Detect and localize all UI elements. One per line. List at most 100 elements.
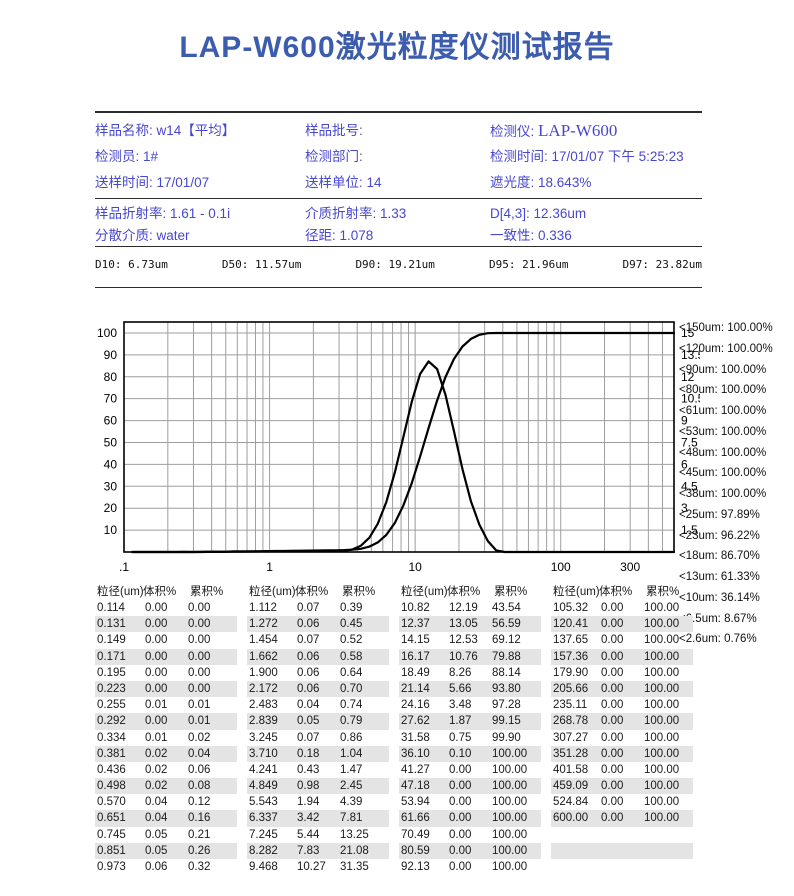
divider-top [95, 111, 702, 113]
info-field: 送样单位: 14 [305, 170, 490, 196]
divider-bottom [95, 287, 702, 288]
info-value: 1.61 - 0.1i [170, 206, 231, 221]
info-label: 送样时间: [95, 175, 153, 190]
cell-volume: 0.00 [145, 618, 168, 631]
summary-item: <18um: 86.70% [679, 550, 760, 563]
cell-size: 1.272 [249, 618, 278, 631]
cell-volume: 0.07 [297, 731, 320, 744]
summary-item: <90um: 100.00% [679, 363, 767, 376]
table-row: 7.245 5.44 13.25 [247, 827, 389, 843]
cell-size: 21.14 [401, 682, 430, 695]
cell-cumulative: 0.26 [188, 844, 211, 857]
info-label: 样品批号: [305, 123, 363, 138]
cell-size: 0.381 [97, 747, 126, 760]
cell-size: 137.65 [553, 634, 589, 647]
table-header-row: 粒径(um) 体积% 累积% [95, 584, 237, 600]
table-row: 27.62 1.87 99.15 [399, 713, 541, 730]
cell-size: 401.58 [553, 763, 589, 776]
cell-volume: 0.10 [449, 747, 472, 760]
d-value: D90: 19.21um [355, 258, 435, 271]
info-field: 检测时间: 17/01/07 下午 5:25:23 [490, 144, 702, 170]
cell-cumulative: 100.00 [492, 844, 528, 857]
info-label: 检测时间: [490, 149, 548, 164]
cell-size [551, 827, 601, 843]
table-row: 137.65 0.00 100.00 [551, 632, 693, 648]
cell-cumulative: 0.00 [188, 602, 211, 614]
cell-volume: 10.27 [297, 861, 326, 873]
cell-size: 307.27 [553, 731, 589, 744]
cell-cumulative: 0.01 [188, 715, 211, 728]
table-row: 0.255 0.01 0.01 [95, 697, 237, 713]
cell-size: 0.570 [97, 796, 126, 809]
cell-size: 2.483 [249, 699, 278, 712]
x-axis-tick: 300 [620, 560, 640, 574]
table-row: 205.66 0.00 100.00 [551, 680, 693, 698]
cell-volume: 0.00 [449, 763, 472, 776]
table-rows: 10.82 12.19 43.54 12.37 13.05 56.59 14.15 12.53… [399, 600, 541, 875]
cell-cumulative: 56.59 [492, 618, 521, 631]
right-axis-tick: 10.5 [681, 392, 700, 406]
summary-item: <23um: 96.22% [679, 529, 760, 542]
table-row: 47.18 0.00 100.00 [399, 778, 541, 795]
cell-volume: 7.83 [297, 844, 320, 857]
particle-distribution-chart: 10 20 30 40 50 60 70 80 90 100 1.5 3 4.5 6 7.5 9 10.5 12 1… [97, 321, 700, 574]
cell-size: 0.195 [97, 666, 126, 679]
info-field: D[4,3]: 12.36um [490, 203, 702, 225]
cell-volume: 10.76 [449, 650, 478, 663]
left-axis-tick: 100 [97, 326, 117, 340]
cell-volume: 0.00 [449, 861, 472, 873]
summary-item: <48um: 100.00% [679, 446, 767, 459]
info-field: 样品折射率: 1.61 - 0.1i [95, 203, 305, 225]
cell-volume: 0.00 [601, 715, 624, 728]
table-group: 粒径(um) 体积% 累积% 0.114 0.00 0.00 0.131 0.00 0.00 0.… [95, 584, 237, 875]
cell-volume: 3.42 [297, 812, 320, 825]
cell-cumulative: 100.00 [644, 731, 680, 744]
info-field: 检测员: 1# [95, 144, 305, 170]
cell-size: 9.468 [249, 861, 278, 873]
cell-size: 1.112 [249, 602, 277, 614]
table-row: 0.570 0.04 0.12 [95, 794, 237, 810]
table-header-cumulative: 累积% [190, 586, 224, 598]
info-value: LAP-W600 [538, 121, 618, 140]
cell-cumulative: 100.00 [492, 763, 528, 776]
cell-cumulative: 0.02 [188, 731, 211, 744]
cell-size: 235.11 [553, 699, 588, 712]
cell-cumulative: 4.39 [340, 796, 363, 809]
info-value: water [156, 228, 190, 243]
table-row: 120.41 0.00 100.00 [551, 616, 693, 633]
cell-size: 4.241 [249, 763, 278, 776]
cell-volume: 0.00 [145, 602, 168, 614]
cell-cumulative: 0.32 [188, 861, 211, 873]
info-label: 检测仪: [490, 124, 535, 139]
table-row: 31.58 0.75 99.90 [399, 730, 541, 746]
cell-volume: 1.94 [297, 796, 320, 809]
cell-volume: 0.75 [449, 731, 472, 744]
right-axis-tick: 7.5 [681, 435, 698, 449]
table-row: 157.36 0.00 100.00 [551, 648, 693, 665]
summary-item: <13um: 61.33% [679, 571, 760, 583]
info-value: 1.33 [380, 206, 407, 221]
cell-cumulative: 0.64 [340, 666, 363, 679]
table-row: 3.710 0.18 1.04 [247, 745, 389, 762]
table-row: 2.839 0.05 0.79 [247, 713, 389, 730]
info-label: 样品名称: [95, 123, 153, 138]
table-row: 4.849 0.98 2.45 [247, 778, 389, 795]
cell-volume: 0.43 [297, 763, 320, 776]
cell-cumulative: 0.01 [188, 699, 211, 712]
cell-size: 12.37 [401, 618, 430, 631]
cell-volume: 0.00 [601, 682, 624, 695]
summary-item: <61um: 100.00% [679, 405, 767, 417]
cell-size: 0.114 [97, 602, 125, 614]
d-value: D95: 21.96um [488, 258, 569, 271]
table-row: 24.16 3.48 97.28 [399, 697, 541, 713]
info-field: 分散介质: water [95, 225, 305, 247]
table-header-cumulative: 累积% [646, 586, 680, 598]
info-label: 分散介质: [95, 228, 153, 243]
left-axis-tick: 30 [104, 479, 118, 493]
info-field: 样品批号: [305, 118, 490, 144]
cell-size: 0.171 [97, 650, 126, 663]
table-row: 179.90 0.00 100.00 [551, 665, 693, 681]
info-label: D[4,3]: [490, 206, 530, 221]
cell-cumulative: 0.00 [188, 666, 211, 679]
table-row: 268.78 0.00 100.00 [551, 713, 693, 730]
